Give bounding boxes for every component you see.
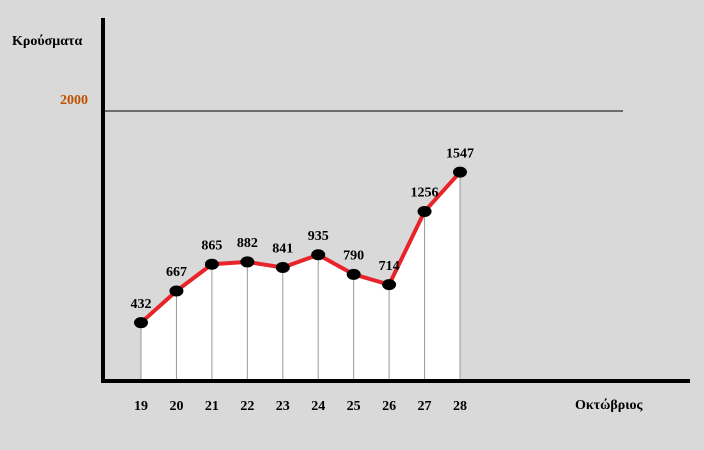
y-tick-label: 2000 bbox=[60, 93, 88, 108]
area-fill bbox=[141, 172, 460, 381]
x-tick-label: 27 bbox=[418, 399, 432, 414]
x-tick-label: 21 bbox=[205, 399, 219, 414]
x-tick-label: 20 bbox=[169, 399, 183, 414]
data-label: 882 bbox=[237, 236, 258, 251]
data-label: 841 bbox=[272, 242, 293, 257]
x-tick-label: 28 bbox=[453, 399, 467, 414]
x-tick-label: 23 bbox=[276, 399, 290, 414]
marker bbox=[134, 317, 148, 329]
x-tick-label: 19 bbox=[134, 399, 148, 414]
x-axis-label: Οκτώβριος bbox=[575, 398, 644, 413]
marker bbox=[311, 249, 326, 261]
line bbox=[139, 170, 462, 325]
marker bbox=[417, 205, 432, 217]
marker bbox=[169, 285, 184, 297]
x-tick-label: 25 bbox=[347, 399, 361, 414]
x-tick-label: 26 bbox=[382, 399, 396, 414]
data-label: 935 bbox=[308, 229, 329, 244]
marker bbox=[453, 166, 467, 178]
marker bbox=[204, 258, 219, 270]
marker bbox=[346, 268, 361, 280]
data-label: 714 bbox=[379, 259, 400, 274]
data-label: 1547 bbox=[446, 146, 474, 161]
marker bbox=[275, 261, 290, 273]
data-label: 865 bbox=[201, 238, 222, 253]
data-label: 667 bbox=[166, 265, 187, 280]
marker bbox=[240, 256, 255, 268]
x-tick-label: 24 bbox=[311, 399, 325, 414]
y-axis-label: Κρούσματα bbox=[12, 34, 82, 49]
data-label: 1256 bbox=[411, 186, 439, 201]
x-tick-label: 22 bbox=[240, 399, 254, 414]
data-label: 432 bbox=[131, 297, 152, 312]
data-label: 790 bbox=[343, 249, 364, 264]
marker bbox=[382, 279, 397, 291]
